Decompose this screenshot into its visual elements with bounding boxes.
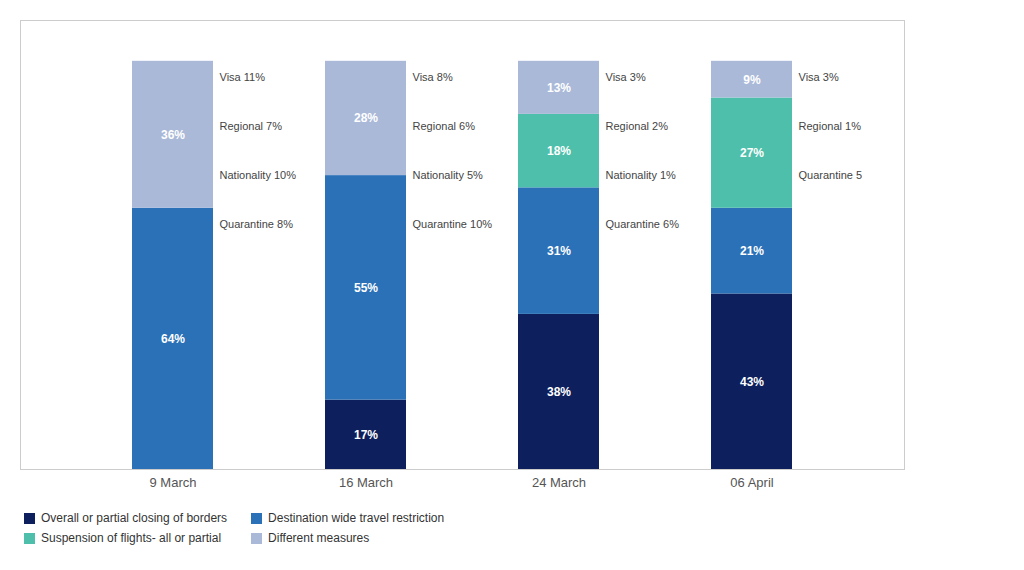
svg-text:Regional 6%: Regional 6%: [413, 120, 476, 132]
svg-text:Nationality 5%: Nationality 5%: [413, 169, 484, 181]
svg-text:36%: 36%: [161, 128, 185, 142]
svg-text:Nationality 1%: Nationality 1%: [606, 169, 677, 181]
html-text:Overall or partial closing of: Overall or partial closing of borders: [41, 511, 228, 525]
svg-text:Regional 7%: Regional 7%: [220, 120, 283, 132]
svg-text:28%: 28%: [354, 111, 378, 125]
svg-text:18%: 18%: [547, 144, 571, 158]
svg-text:Visa 11%: Visa 11%: [220, 71, 266, 83]
svg-text:Regional 1%: Regional 1%: [799, 120, 862, 132]
html-text:Different measures: Different measures: [268, 531, 370, 545]
svg-text:Quarantine 10%: Quarantine 10%: [413, 218, 493, 230]
svg-text:Quarantine 5: Quarantine 5: [799, 169, 863, 181]
svg-text:9%: 9%: [743, 73, 761, 87]
svg-text:27%: 27%: [740, 146, 764, 160]
svg-text:13%: 13%: [547, 81, 571, 95]
svg-text:Nationality 10%: Nationality 10%: [220, 169, 297, 181]
svg-text:Quarantine 8%: Quarantine 8%: [220, 218, 294, 230]
svg-text:43%: 43%: [740, 375, 764, 389]
svg-text:Visa 3%: Visa 3%: [606, 71, 646, 83]
svg-text:21%: 21%: [740, 244, 764, 258]
html-text:Suspension of flights- all or: Suspension of flights- all or partial: [41, 531, 222, 545]
svg-text:31%: 31%: [547, 244, 571, 258]
svg-text:06 April: 06 April: [730, 475, 773, 490]
svg-text:38%: 38%: [547, 385, 571, 399]
svg-text:Regional 2%: Regional 2%: [606, 120, 669, 132]
svg-text:55%: 55%: [354, 281, 378, 295]
svg-text:9 March: 9 March: [150, 475, 197, 490]
svg-text:16 March: 16 March: [339, 475, 393, 490]
svg-text:64%: 64%: [161, 332, 185, 346]
svg-text:24 March: 24 March: [532, 475, 586, 490]
svg-text:Quarantine 6%: Quarantine 6%: [606, 218, 680, 230]
svg-text:17%: 17%: [354, 428, 378, 442]
html-text:Destination wide travel restri: Destination wide travel restriction: [268, 511, 445, 525]
svg-text:Visa 3%: Visa 3%: [799, 71, 839, 83]
svg-text:Visa 8%: Visa 8%: [413, 71, 453, 83]
